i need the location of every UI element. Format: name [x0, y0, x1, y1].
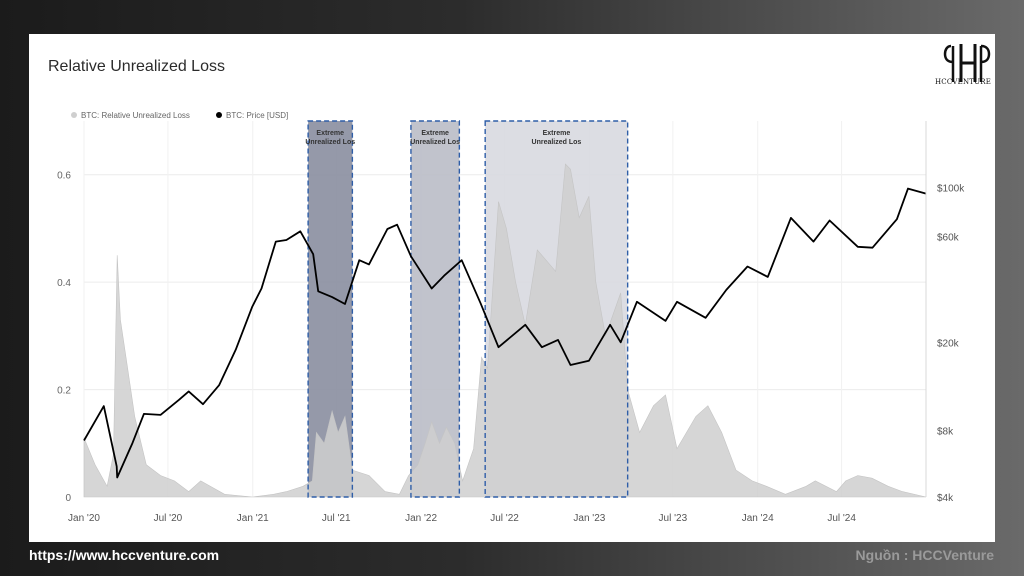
x-tick-label: Jan '21 [237, 513, 269, 524]
x-tick-label: Jan '22 [405, 513, 437, 524]
highlight-zone-border [410, 120, 461, 498]
legend-label: BTC: Price [USD] [226, 111, 288, 120]
axis-labels: 0 0.2 0.4 0.6 Jan '20 Jul '20 Jan '21 Jul '21 Ja… [57, 121, 965, 524]
footer-source: Nguồn : HCCVenture [855, 547, 994, 563]
logo-wordmark: HCCVENTURE [934, 78, 992, 86]
chart-card: Relative Unrealized Loss HCCVENTURE Extr… [29, 34, 995, 542]
x-tick-label: Jul '22 [490, 513, 519, 524]
zone-label: Extreme [543, 130, 571, 137]
highlight-zone-border [307, 120, 354, 498]
zone-label: Unrealized Los [410, 139, 460, 146]
y-right-tick-label: $8k [937, 426, 954, 437]
y-right-tick-label: $4k [937, 493, 954, 504]
y-left-tick-label: 0 [65, 493, 71, 504]
highlight-zone-border [484, 120, 629, 498]
y-left-tick-label: 0.4 [57, 278, 71, 289]
y-right-tick-label: $20k [937, 338, 960, 349]
line-series-btc-price [83, 187, 927, 479]
unrealized-loss-area [83, 163, 927, 498]
area-series-unrealized-loss [83, 163, 927, 498]
x-tick-label: Jul '21 [322, 513, 351, 524]
legend-swatch [216, 112, 222, 118]
x-tick-label: Jul '23 [659, 513, 688, 524]
legend-label: BTC: Relative Unrealized Loss [81, 111, 190, 120]
y-left-tick-label: 0.6 [57, 171, 71, 182]
zone-label: Unrealized Los [305, 139, 355, 146]
zone-label: Extreme [421, 130, 449, 137]
hccventure-logo [943, 44, 991, 82]
x-tick-label: Jan '23 [573, 513, 605, 524]
price-line [83, 187, 927, 479]
legend-swatch [71, 112, 77, 118]
highlight-zone-borders: Extreme Unrealized Los Extreme Unrealized L… [305, 120, 629, 498]
x-tick-label: Jan '20 [68, 513, 100, 524]
legend: BTC: Relative Unrealized Loss BTC: Price … [71, 111, 288, 120]
x-tick-label: Jul '20 [154, 513, 183, 524]
x-tick-label: Jul '24 [827, 513, 856, 524]
y-right-tick-label: $60k [937, 233, 960, 244]
x-tick-label: Jan '24 [742, 513, 774, 524]
footer-url[interactable]: https://www.hccventure.com [29, 547, 220, 563]
chart-plot: Extreme Unrealized Los Extreme Unrealized L… [57, 111, 965, 524]
zone-label: Extreme [316, 130, 344, 137]
zone-label: Unrealized Los [532, 139, 582, 146]
y-right-tick-label: $100k [937, 184, 965, 195]
chart-title: Relative Unrealized Loss [48, 58, 225, 75]
y-left-tick-label: 0.2 [57, 386, 71, 397]
